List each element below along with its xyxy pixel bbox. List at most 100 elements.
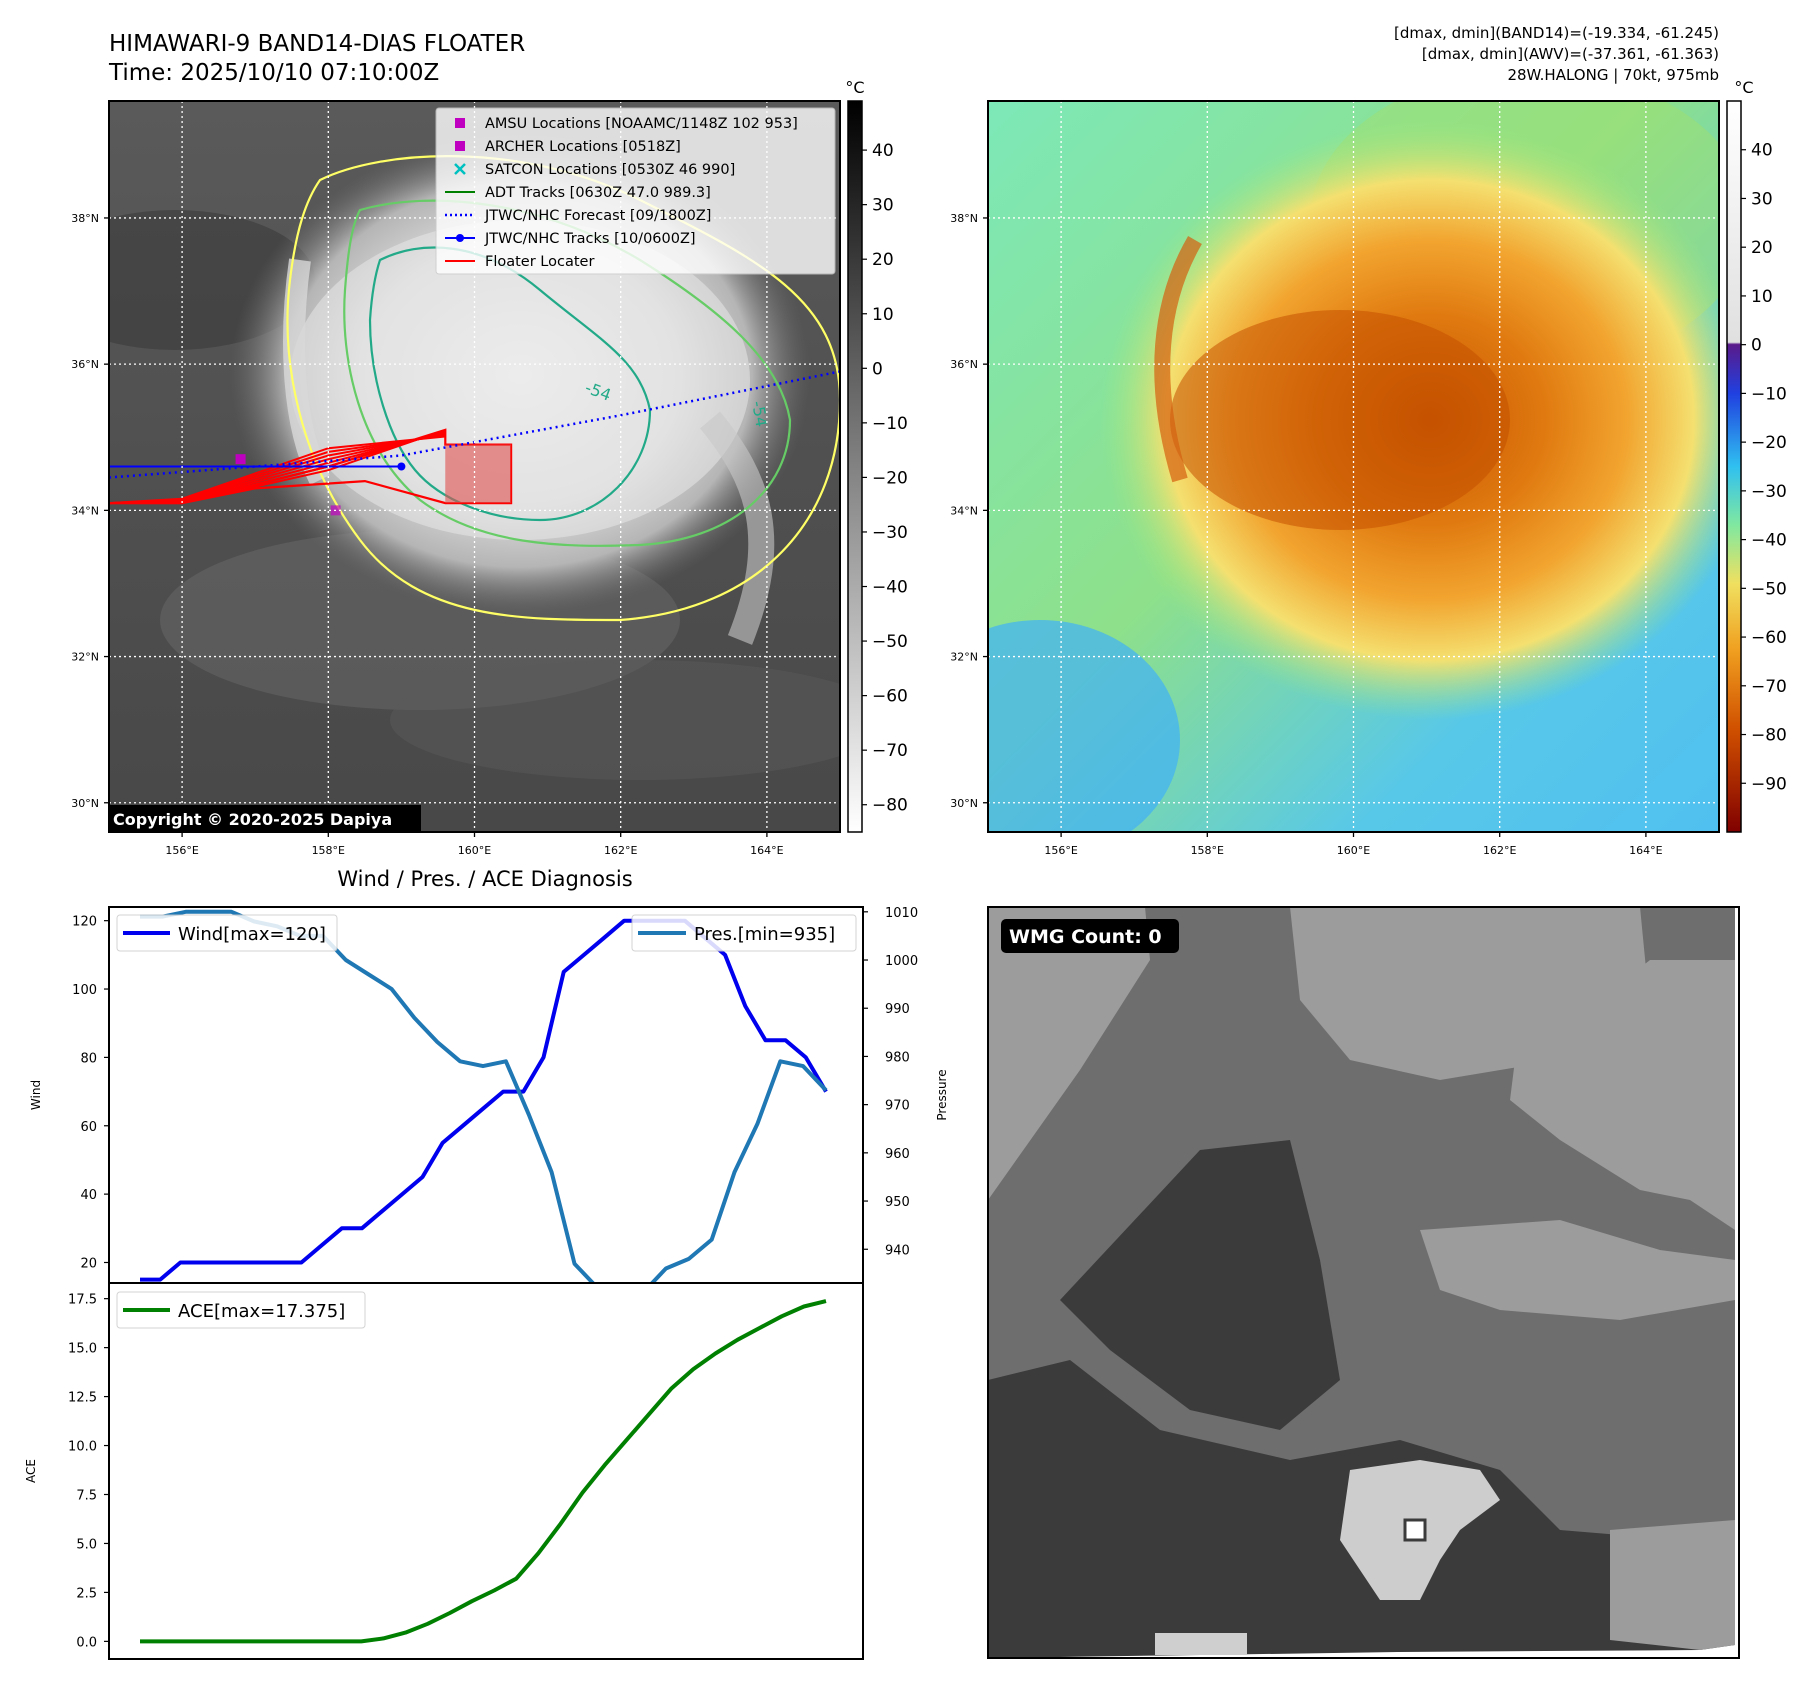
ace-series-line: [140, 1299, 827, 1644]
figure-time: Time: 2025/10/10 07:10:00Z: [108, 60, 439, 86]
wind-ytick-label: 80: [80, 1051, 97, 1066]
ace-ylabel: ACE: [24, 1459, 38, 1483]
legend-square-marker: [455, 141, 465, 151]
colorbar-tick-label: −80: [1751, 726, 1787, 746]
colorbar-tick-label: −50: [872, 632, 908, 652]
lat-tick-label: 36°N: [950, 358, 978, 371]
colorbar-tick-label: −60: [1751, 628, 1787, 648]
ace-ytick-label: 12.5: [68, 1391, 97, 1406]
awv-gridlines: [988, 101, 1719, 832]
lat-tick-label: 38°N: [71, 212, 99, 225]
lat-tick-label: 30°N: [71, 797, 99, 810]
pres-legend-label: Pres.[min=935]: [694, 924, 835, 945]
lon-tick-label: 162°E: [1483, 844, 1516, 857]
lat-tick-label: 32°N: [71, 651, 99, 664]
lon-tick-label: 156°E: [1044, 844, 1077, 857]
floater-track-line: [109, 435, 446, 505]
colorbar-tick-label: −70: [872, 741, 908, 761]
ir-legend: AMSU Locations [NOAAMC/1148Z 102 953] ARC…: [435, 107, 836, 275]
colorbar-tick-label: 0: [1751, 336, 1762, 356]
ir-track-lines: [109, 370, 840, 479]
ace-chart: 0.0 2.5 5.0 7.5 10.0 12.5 15.0 17.5 ACE ACE[max…: [24, 1282, 864, 1660]
colorbar-tick-label: 30: [1751, 189, 1773, 209]
floater-locater-lines: [109, 428, 513, 505]
colorbar-tick-label: −40: [1751, 531, 1787, 551]
colorbar-tick-label: 10: [1751, 287, 1773, 307]
contour-label-2: -54: [748, 399, 771, 428]
pres-legend: Pres.[min=935]: [631, 914, 857, 952]
legend-x-marker: [454, 163, 466, 175]
ir-axis-ticks: 38°N 36°N 34°N 32°N 30°N 156°E 158°E 160°E 162°E…: [71, 212, 783, 857]
copyright-text: Copyright © 2020-2025 Dapiya: [113, 810, 392, 829]
lon-tick-label: 164°E: [1629, 844, 1662, 857]
lat-tick-label: 32°N: [950, 651, 978, 664]
ace-ytick-label: 2.5: [76, 1586, 97, 1601]
lat-tick-label: 34°N: [950, 504, 978, 517]
pressure-ytick-label: 950: [885, 1195, 910, 1210]
pressure-ytick-label: 960: [885, 1147, 910, 1162]
colorbar-tick-label: −50: [1751, 579, 1787, 599]
wmg-frame: [987, 906, 1740, 1659]
colorbar-tick-label: 40: [872, 141, 894, 161]
pressure-ytick-label: 1010: [885, 906, 918, 921]
colorbar-tick-label: −30: [872, 523, 908, 543]
colorbar-tick-label: −40: [872, 578, 908, 598]
pressure-ytick-label: 990: [885, 1002, 910, 1017]
colorbar-tick-label: −10: [1751, 384, 1787, 404]
lon-tick-label: 158°E: [312, 844, 345, 857]
pressure-ytick-label: 980: [885, 1050, 910, 1065]
colorbar-tick-label: −90: [1751, 774, 1787, 794]
wind-legend-label: Wind[max=120]: [178, 924, 326, 945]
info-storm: 28W.HALONG | 70kt, 975mb: [1507, 66, 1719, 84]
wind-plot-area: [108, 906, 864, 1284]
colorbar-tick-label: −80: [872, 796, 908, 816]
ace-ytick-label: 17.5: [68, 1293, 97, 1308]
ace-legend-label: ACE[max=17.375]: [178, 1301, 345, 1322]
awv-map-panel: 38°N 36°N 34°N 32°N 30°N 156°E 158°E 160°E 162°E…: [950, 100, 1720, 857]
ace-plot-area: [108, 1282, 864, 1660]
lat-tick-label: 38°N: [950, 212, 978, 225]
ace-ytick-label: 7.5: [76, 1489, 97, 1504]
floater-box-outline: [109, 428, 513, 505]
ace-ytick-label: 5.0: [76, 1537, 97, 1552]
legend-label: ADT Tracks [0630Z 47.0 989.3]: [485, 185, 711, 201]
ace-ytick-label: 15.0: [68, 1342, 97, 1357]
colorbar-tick-label: −30: [1751, 482, 1787, 502]
legend-square-marker: [455, 118, 465, 128]
ace-ytick-label: 10.0: [68, 1440, 97, 1455]
wmg-count-box: [1001, 919, 1179, 953]
legend-label: Floater Locater: [485, 254, 594, 270]
contour-teal: [368, 246, 652, 522]
legend-label: ARCHER Locations [0518Z]: [485, 139, 681, 155]
legend-label: SATCON Locations [0530Z 46 990]: [485, 162, 735, 178]
wind-ytick-label: 120: [72, 915, 97, 930]
lat-tick-label: 34°N: [71, 504, 99, 517]
jtwc-track-point: [397, 462, 406, 471]
pressure-ytick-label: 1000: [885, 954, 918, 969]
wind-ytick-label: 60: [80, 1120, 97, 1135]
awv-colorbar-unit: °C: [1734, 78, 1753, 97]
lon-tick-label: 160°E: [1337, 844, 1370, 857]
info-awv-range: [dmax, dmin](AWV)=(-37.361, -61.363): [1422, 45, 1719, 63]
ace-ytick-label: 0.0: [76, 1635, 97, 1650]
ir-colorbar: °C 40 30 20 10 0 −10 −20 −30 −40 −50 −60 −70 −80: [845, 78, 908, 833]
colorbar-tick-label: 40: [1751, 141, 1773, 161]
awv-colorbar: °C 40 30 20 10 0 −10 −20 −30 −40 −50 −60 −70 −80 −90: [1726, 78, 1787, 833]
pressure-ylabel: Pressure: [935, 1069, 949, 1120]
wind-panel-title: Wind / Pres. / ACE Diagnosis: [337, 867, 632, 891]
lat-tick-label: 30°N: [950, 797, 978, 810]
colorbar-tick-label: −70: [1751, 677, 1787, 697]
info-band14-range: [dmax, dmin](BAND14)=(-19.334, -61.245): [1394, 24, 1719, 42]
colorbar-tick-label: 20: [1751, 238, 1773, 258]
lon-tick-label: 160°E: [458, 844, 491, 857]
pressure-ytick-label: 940: [885, 1243, 910, 1258]
lon-tick-label: 164°E: [750, 844, 783, 857]
wind-ytick-label: 100: [72, 983, 97, 998]
copyright-box: [109, 805, 421, 831]
colorbar-tick-label: −20: [1751, 433, 1787, 453]
legend-label: AMSU Locations [NOAAMC/1148Z 102 953]: [485, 116, 798, 132]
lat-tick-label: 36°N: [71, 358, 99, 371]
lon-tick-label: 162°E: [604, 844, 637, 857]
figure-title: HIMAWARI-9 BAND14-DIAS FLOATER: [109, 31, 525, 57]
